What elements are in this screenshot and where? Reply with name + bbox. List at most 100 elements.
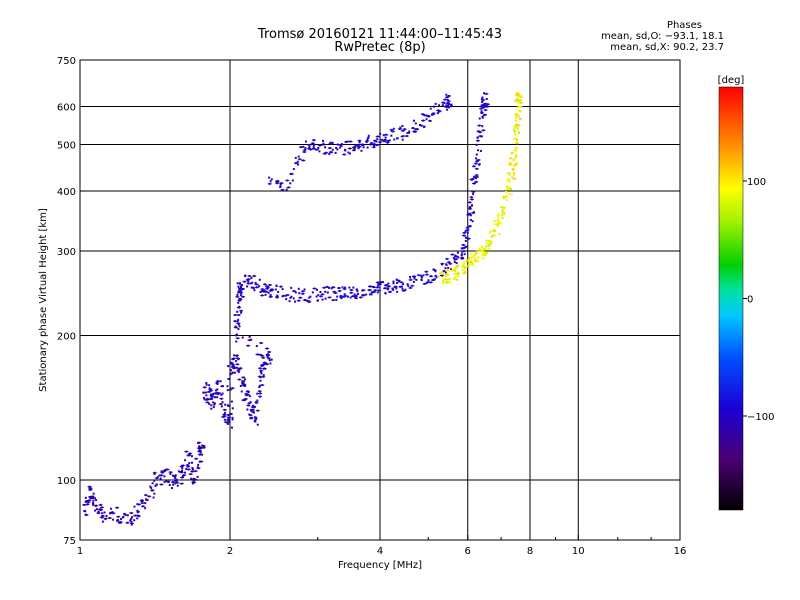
data-point: [444, 106, 449, 108]
data-point: [456, 278, 459, 281]
data-point: [107, 517, 112, 519]
data-point: [197, 463, 200, 466]
data-point: [218, 403, 223, 405]
data-point: [258, 384, 261, 387]
data-point: [386, 285, 391, 287]
data-point: [441, 104, 444, 107]
data-point: [226, 389, 229, 392]
data-point: [441, 102, 446, 104]
data-point: [136, 509, 139, 512]
data-point: [159, 477, 162, 480]
data-point: [241, 376, 246, 378]
x-tick-label: 16: [674, 546, 687, 557]
data-point: [453, 255, 458, 257]
data-point: [262, 368, 267, 370]
data-point: [393, 285, 396, 288]
data-point: [516, 127, 519, 130]
data-point: [210, 407, 213, 410]
data-point: [311, 148, 316, 150]
data-point: [340, 145, 343, 148]
data-point: [324, 297, 327, 300]
data-point: [470, 178, 475, 180]
data-point: [402, 128, 407, 130]
data-point: [133, 519, 136, 522]
data-point: [130, 520, 133, 523]
data-point: [238, 298, 243, 300]
data-point: [300, 290, 305, 292]
data-point: [465, 238, 470, 240]
data-point: [319, 290, 322, 293]
data-point: [514, 147, 519, 149]
data-point: [366, 146, 369, 149]
data-point: [519, 110, 522, 113]
data-point: [256, 392, 259, 395]
data-point: [398, 280, 401, 283]
data-point: [517, 115, 520, 118]
data-point: [259, 379, 262, 382]
data-point: [269, 293, 272, 296]
x-tick-label: 10: [572, 546, 585, 557]
data-point: [212, 401, 215, 404]
data-point: [517, 100, 522, 102]
data-point: [464, 272, 467, 275]
data-point: [289, 173, 292, 176]
data-point: [253, 405, 256, 408]
data-point: [235, 296, 240, 298]
data-point: [220, 405, 223, 408]
data-point: [151, 482, 154, 485]
data-point: [497, 217, 500, 220]
data-point: [480, 246, 483, 249]
data-point: [279, 182, 284, 184]
chart-subtitle: RwPretec (8p): [334, 40, 426, 55]
data-point: [450, 254, 455, 256]
data-point: [369, 293, 372, 296]
data-point: [111, 512, 116, 514]
data-point: [240, 292, 243, 295]
data-point: [154, 477, 159, 479]
data-point: [454, 269, 457, 272]
data-point: [249, 417, 254, 419]
data-point: [297, 155, 300, 158]
data-point: [94, 509, 97, 512]
data-point: [507, 178, 510, 181]
data-point: [262, 362, 267, 364]
data-point: [420, 274, 423, 277]
data-point: [432, 105, 435, 108]
data-point: [342, 288, 347, 290]
data-point: [123, 512, 126, 515]
data-point: [236, 322, 241, 324]
data-point: [514, 119, 517, 122]
data-point: [346, 295, 349, 298]
data-point: [514, 137, 517, 140]
data-point: [103, 511, 106, 514]
data-point: [182, 474, 187, 476]
data-point: [511, 168, 514, 171]
data-point: [279, 186, 282, 189]
data-point: [510, 193, 513, 196]
data-point: [476, 130, 481, 132]
data-point: [486, 252, 489, 255]
data-point: [275, 182, 280, 184]
data-point: [513, 128, 516, 131]
data-point: [428, 120, 433, 122]
data-point: [150, 486, 153, 489]
data-point: [358, 296, 363, 298]
data-point: [444, 274, 447, 277]
data-point: [241, 336, 244, 339]
data-point: [515, 153, 518, 156]
data-point: [216, 391, 219, 394]
data-point: [285, 188, 288, 191]
data-point: [428, 281, 433, 283]
data-point: [445, 102, 450, 104]
data-point: [470, 257, 475, 259]
data-point: [443, 278, 448, 280]
data-point: [511, 176, 514, 179]
data-point: [508, 163, 513, 165]
data-point: [248, 413, 251, 416]
data-point: [331, 299, 336, 301]
data-point: [373, 286, 376, 289]
data-point: [159, 474, 164, 476]
data-point: [357, 292, 360, 295]
data-point: [231, 363, 234, 366]
data-point: [436, 112, 439, 115]
